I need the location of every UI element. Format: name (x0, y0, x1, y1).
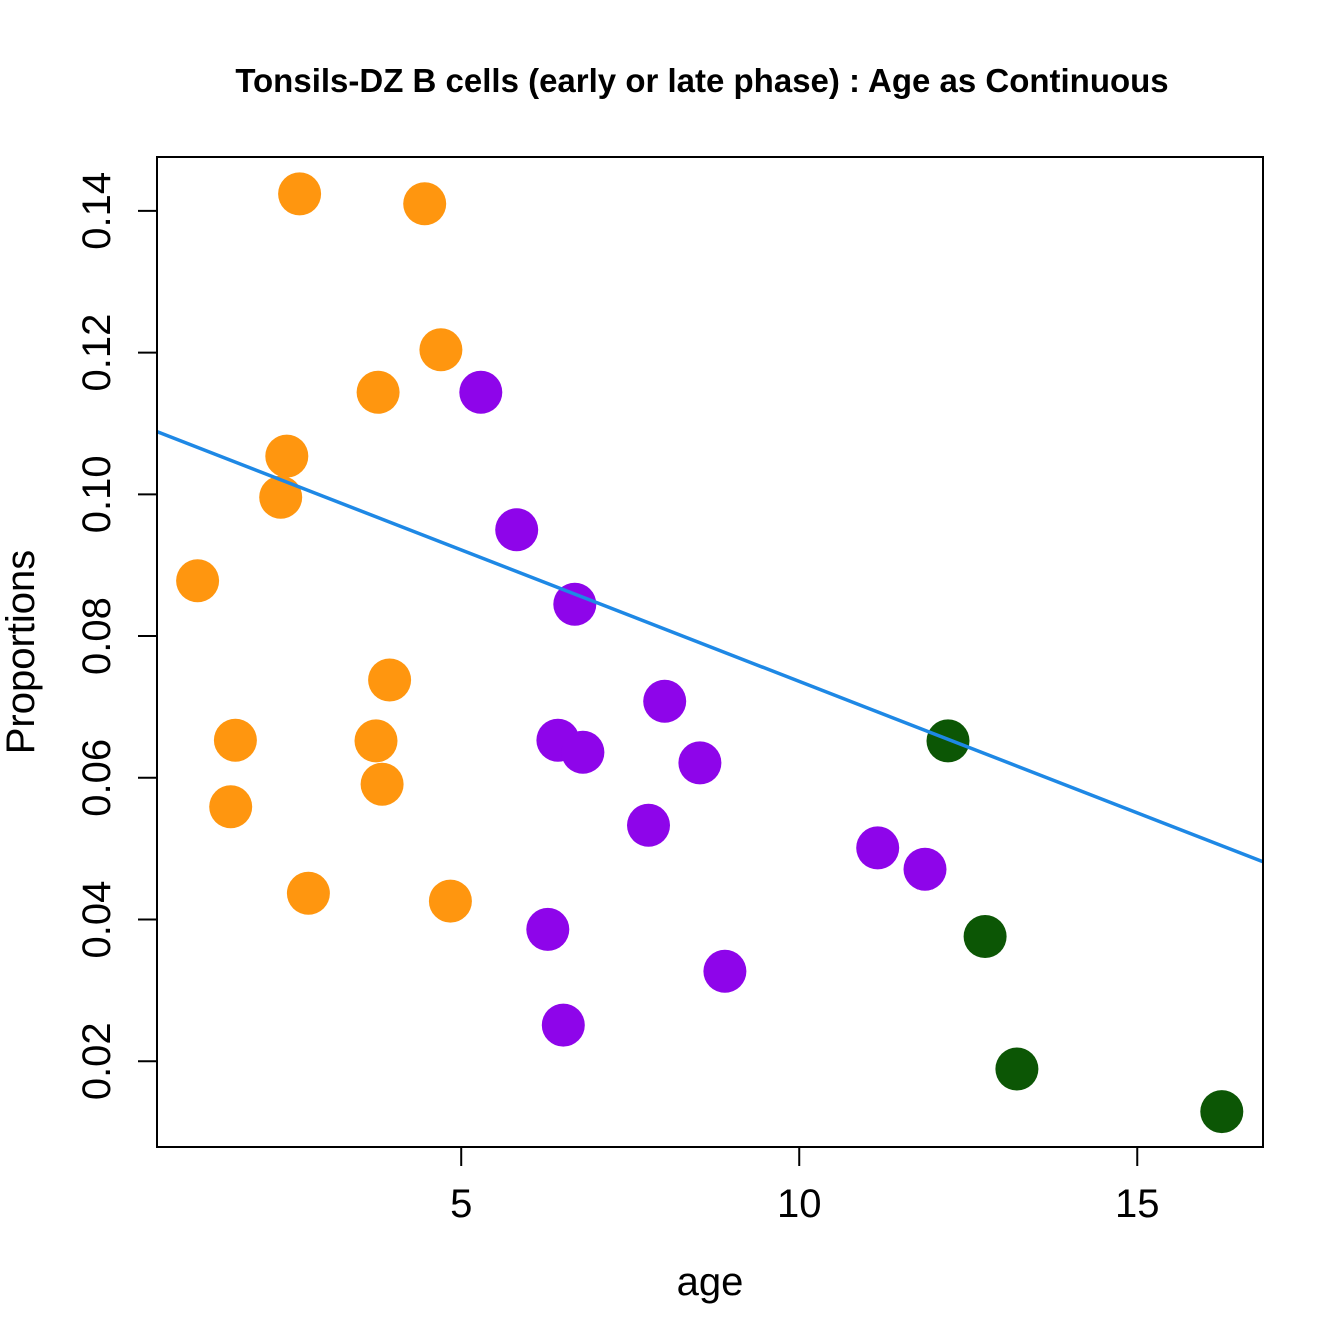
data-point (526, 907, 570, 951)
data-point (703, 949, 747, 993)
y-tick-label: 0.06 (75, 739, 119, 817)
plot-frame (156, 156, 1264, 1148)
data-point (286, 871, 330, 915)
data-point (368, 658, 412, 702)
data-point (459, 370, 503, 414)
data-point (856, 826, 900, 870)
data-point (1200, 1090, 1244, 1134)
data-point (360, 762, 404, 806)
data-point (265, 434, 309, 478)
y-tick-label: 0.08 (75, 597, 119, 675)
data-point (903, 847, 947, 891)
points-layer (176, 172, 1244, 1134)
data-point (643, 679, 687, 723)
x-axis: 5 10 15 (450, 1147, 1160, 1226)
data-point (561, 730, 605, 774)
y-axis-label: Proportions (0, 550, 43, 755)
y-tick-label: 0.10 (75, 455, 119, 533)
y-tick-label: 0.12 (75, 314, 119, 392)
x-tick-label: 15 (1115, 1182, 1160, 1226)
data-point (627, 803, 670, 847)
data-point (995, 1047, 1039, 1091)
data-point (678, 741, 722, 785)
x-tick-label: 5 (450, 1182, 472, 1226)
y-tick-label: 0.14 (75, 172, 119, 250)
y-tick-label: 0.02 (75, 1022, 119, 1100)
y-axis: 0.02 0.04 0.06 0.08 0.10 0.12 0.14 (75, 172, 157, 1100)
y-tick-label: 0.04 (75, 881, 119, 959)
data-point (209, 785, 253, 829)
data-point (213, 718, 257, 762)
data-point (419, 328, 463, 372)
data-point (278, 172, 322, 216)
data-point (541, 1003, 585, 1047)
regression-line (156, 430, 1264, 864)
x-axis-label: age (677, 1260, 744, 1304)
data-point (176, 559, 220, 603)
data-point (963, 915, 1007, 958)
chart-title: Tonsils-DZ B cells (early or late phase)… (235, 62, 1168, 99)
data-point (259, 475, 303, 519)
data-point (403, 182, 447, 226)
data-point (428, 879, 472, 923)
data-point (356, 370, 400, 414)
data-point (553, 582, 597, 626)
data-point (354, 719, 398, 763)
data-point (495, 508, 539, 552)
x-tick-label: 10 (777, 1182, 822, 1226)
